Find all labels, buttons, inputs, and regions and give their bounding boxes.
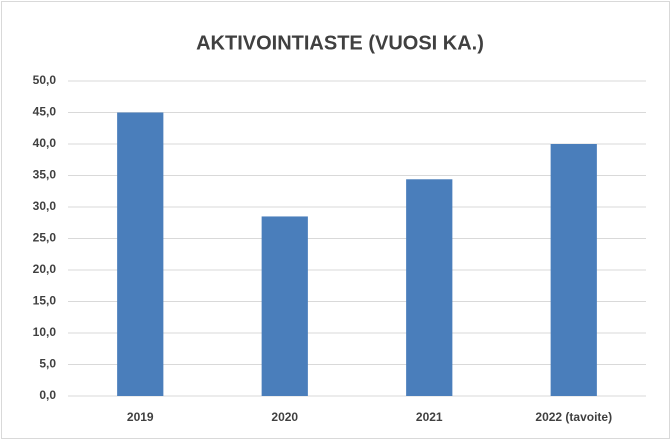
y-tick-label: 10,0 bbox=[33, 325, 57, 339]
bar bbox=[261, 216, 308, 396]
bar bbox=[117, 112, 164, 396]
x-tick-label: 2021 bbox=[416, 410, 443, 424]
y-tick-label: 45,0 bbox=[33, 105, 57, 119]
x-tick-label: 2020 bbox=[271, 410, 298, 424]
chart-title: AKTIVOINTIASTE (VUOSI KA.) bbox=[196, 32, 484, 54]
y-tick-label: 5,0 bbox=[39, 357, 56, 371]
x-tick-label: 2022 (tavoite) bbox=[535, 410, 612, 424]
y-tick-label: 35,0 bbox=[33, 168, 57, 182]
y-tick-label: 50,0 bbox=[33, 73, 57, 87]
y-tick-label: 40,0 bbox=[33, 136, 57, 150]
bar bbox=[550, 144, 597, 396]
bar bbox=[406, 179, 453, 396]
y-tick-label: 20,0 bbox=[33, 262, 57, 276]
y-tick-label: 15,0 bbox=[33, 294, 57, 308]
x-tick-label: 2019 bbox=[127, 410, 154, 424]
y-tick-label: 25,0 bbox=[33, 231, 57, 245]
y-tick-label: 0,0 bbox=[39, 388, 56, 402]
y-tick-label: 30,0 bbox=[33, 199, 57, 213]
